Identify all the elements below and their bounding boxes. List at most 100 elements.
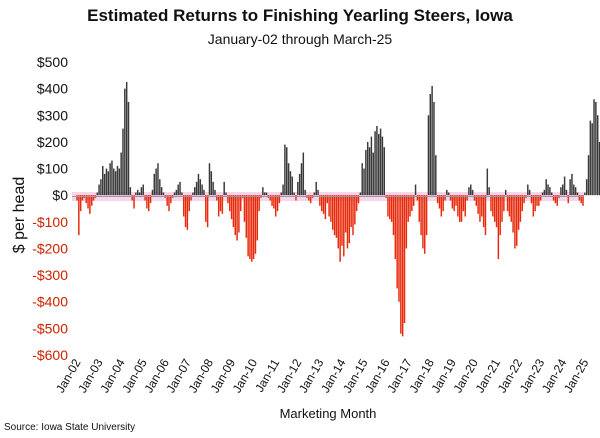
bar (232, 195, 235, 228)
bar (383, 147, 386, 196)
bar (593, 99, 595, 196)
bar (508, 195, 511, 217)
bar (263, 192, 266, 196)
bar (144, 195, 146, 201)
bar (269, 195, 271, 201)
bar (475, 195, 478, 206)
bar (245, 195, 248, 238)
bar (374, 131, 376, 196)
bar (409, 195, 411, 217)
bar (278, 195, 281, 204)
bar (541, 192, 544, 196)
bar (216, 195, 218, 201)
bar (394, 195, 397, 260)
bar (177, 184, 179, 196)
bar (243, 195, 246, 222)
bar (403, 195, 406, 324)
bar (212, 181, 214, 196)
bar (499, 195, 501, 236)
bar (273, 195, 275, 209)
bar (343, 195, 345, 257)
bar (320, 195, 323, 212)
bar (549, 187, 551, 196)
bar (361, 163, 363, 196)
bar (366, 141, 369, 196)
bar (249, 195, 251, 260)
bar (168, 195, 170, 212)
bar (503, 195, 505, 212)
bar (363, 168, 365, 196)
bar (466, 195, 468, 201)
bar (514, 195, 516, 249)
bar (208, 163, 211, 196)
bar (341, 195, 343, 246)
bar (547, 184, 549, 196)
bar (111, 160, 113, 196)
bar (304, 189, 306, 196)
bar (166, 195, 168, 206)
bar (188, 195, 190, 212)
bar (398, 195, 400, 302)
bar (495, 195, 498, 228)
bar (197, 173, 200, 196)
bar (573, 184, 575, 196)
y-tick-label: $100 (37, 161, 68, 177)
bar (479, 195, 481, 222)
bar (280, 192, 282, 196)
bar (523, 195, 525, 204)
bar (148, 195, 150, 212)
bar (519, 195, 522, 222)
bar (313, 192, 316, 196)
bar (536, 195, 538, 206)
bar (458, 195, 461, 222)
y-tick-label: $0 (52, 187, 68, 203)
chart-subtitle: January-02 through March-25 (207, 31, 393, 47)
bar (195, 181, 198, 196)
bar (517, 195, 520, 230)
bar (252, 195, 255, 260)
bar (265, 192, 268, 196)
bar (81, 195, 84, 201)
bar (481, 195, 483, 217)
bar (105, 168, 108, 196)
bar (142, 184, 144, 196)
bar (457, 195, 459, 217)
bar (464, 195, 466, 217)
y-tick-label: $500 (37, 54, 68, 70)
bar (528, 189, 531, 196)
bar (217, 195, 220, 217)
bar (484, 195, 487, 236)
bar (431, 85, 433, 196)
bar (186, 195, 189, 230)
bar (170, 195, 172, 204)
bar (159, 179, 161, 196)
bar (521, 195, 524, 212)
bar (538, 195, 540, 206)
bar (100, 179, 102, 196)
bar (199, 179, 202, 196)
bar (317, 189, 319, 196)
bar (578, 195, 581, 201)
bar (175, 189, 178, 196)
bar (221, 195, 224, 214)
bar (400, 195, 402, 334)
bar (552, 195, 555, 201)
bar (133, 195, 135, 209)
bar (262, 187, 264, 196)
bar (78, 195, 80, 236)
bar (309, 195, 312, 204)
bar (118, 168, 121, 196)
bar (488, 187, 490, 196)
bar (354, 195, 356, 225)
bar (87, 195, 89, 209)
bar (370, 136, 373, 196)
bar (315, 181, 317, 196)
bar (258, 195, 260, 212)
bar (120, 152, 122, 196)
bar (390, 195, 393, 222)
bar (414, 184, 417, 196)
bar (468, 187, 470, 196)
bar (539, 195, 542, 201)
bar (227, 195, 229, 204)
bar (440, 195, 443, 217)
